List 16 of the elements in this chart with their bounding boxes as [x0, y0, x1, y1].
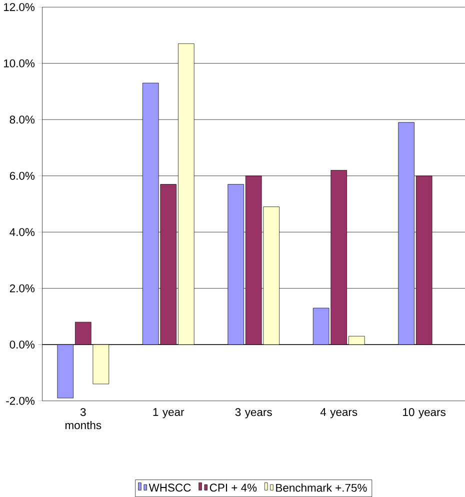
y-tick-label: 6.0% [10, 172, 34, 180]
y-tick-label: 2.0% [10, 284, 34, 292]
x-tick-label: 3 years [235, 408, 272, 418]
x-tick-label: 10 years [402, 408, 446, 418]
y-tick-label: 0.0% [10, 340, 34, 349]
y-tick-label: 12.0% [4, 3, 34, 12]
y-tick-label: 8.0% [10, 116, 34, 124]
x-tick-label: 4 years [320, 408, 357, 418]
legend-label: Benchmark +.75% [276, 484, 367, 492]
x-tick-label: 1 year [153, 408, 184, 418]
y-tick-label: -2.0% [6, 396, 34, 405]
legend-label: CPI + 4% [210, 484, 256, 492]
y-tick-label: 4.0% [9, 228, 34, 236]
y-tick-label: 10.0% [4, 59, 34, 68]
x-tick-label: 3 months [65, 408, 101, 430]
legend-label: WHSCC [148, 484, 191, 492]
